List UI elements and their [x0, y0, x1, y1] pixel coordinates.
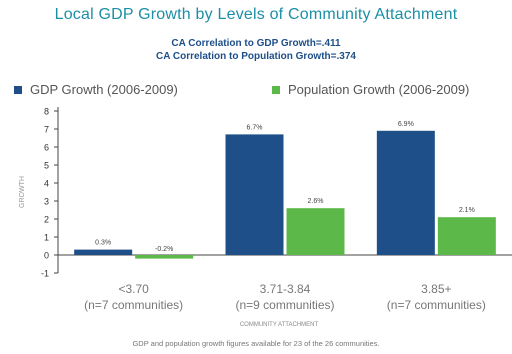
y-tick-label: -1 — [41, 269, 49, 279]
x-category-note: (n=9 communities) — [235, 298, 334, 312]
x-category-note: (n=7 communities) — [387, 298, 486, 312]
chart-title: Local GDP Growth by Levels of Community … — [54, 6, 458, 23]
y-axis-title: GROWTH — [19, 176, 26, 208]
data-label-population-1: 2.6% — [308, 198, 324, 205]
data-label-gdp-1: 6.7% — [247, 124, 263, 131]
y-tick-label: 5 — [44, 161, 49, 171]
legend-item-population: Population Growth (2006-2009) — [272, 82, 469, 97]
legend-swatch-population — [272, 85, 280, 94]
y-tick-label: 3 — [44, 197, 49, 207]
x-category-note: (n=7 communities) — [84, 298, 183, 312]
y-tick-label: 8 — [44, 107, 49, 117]
y-tick-label: 7 — [44, 125, 49, 135]
x-category-label: 3.85+ — [421, 282, 451, 296]
bar-gdp-1 — [225, 134, 284, 255]
bar-gdp-0 — [74, 249, 133, 255]
legend-swatch-gdp — [14, 85, 22, 94]
chart-subtitle-population-correlation: CA Correlation to Population Growth=.374 — [156, 51, 356, 62]
data-label-gdp-2: 6.9% — [398, 121, 414, 128]
data-label-gdp-0: 0.3% — [95, 240, 111, 247]
y-tick-label: 4 — [44, 179, 49, 189]
bar-population-1 — [286, 208, 345, 255]
data-label-population-0: -0.2% — [155, 246, 173, 253]
bar-gdp-2 — [376, 130, 435, 255]
y-tick-label: 0 — [44, 251, 49, 261]
bar-population-2 — [437, 217, 496, 255]
x-axis-title: COMMUNITY ATTACHMENT — [240, 322, 319, 328]
y-tick-label: 6 — [44, 143, 49, 153]
x-category-label: 3.71-3.84 — [260, 282, 311, 296]
y-tick-label: 1 — [44, 233, 49, 243]
chart-footnote: GDP and population growth figures availa… — [132, 339, 380, 348]
x-category-label: <3.70 — [118, 282, 149, 296]
legend-item-gdp: GDP Growth (2006-2009) — [14, 82, 178, 97]
legend-label-population: Population Growth (2006-2009) — [288, 82, 470, 97]
legend-label-gdp: GDP Growth (2006-2009) — [30, 82, 178, 97]
bar-population-0 — [135, 255, 194, 259]
data-label-population-2: 2.1% — [459, 207, 475, 214]
y-tick-label: 2 — [44, 215, 49, 225]
chart-subtitle-gdp-correlation: CA Correlation to GDP Growth=.411 — [171, 38, 341, 49]
